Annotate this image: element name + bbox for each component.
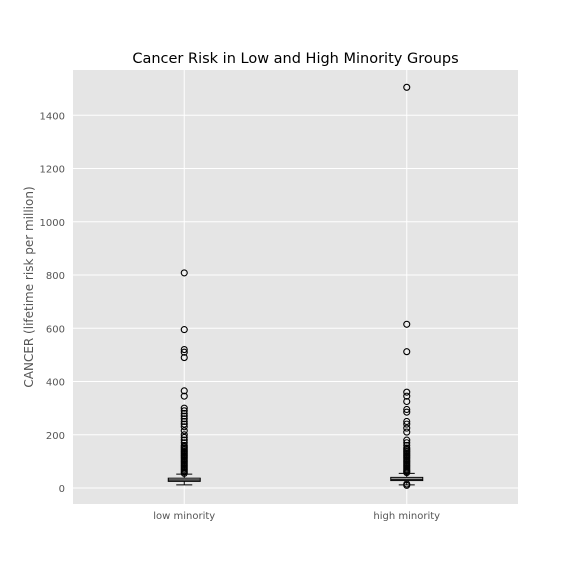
y-tick-label: 1400 — [40, 111, 65, 122]
y-tick-label: 800 — [46, 271, 65, 282]
outlier-point — [403, 405, 411, 414]
gridlines — [73, 70, 518, 504]
y-tick-label: 200 — [46, 431, 65, 442]
outlier-point — [180, 423, 188, 431]
outlier-point — [180, 420, 188, 428]
outlier-point — [403, 439, 411, 447]
outlier-point — [403, 83, 411, 91]
outlier-point — [180, 269, 188, 277]
y-tick-label: 1200 — [40, 165, 65, 176]
x-tick-label: low minority — [153, 511, 215, 522]
outlier-point — [403, 397, 411, 406]
x-tick-label: high minority — [373, 511, 440, 522]
outlier-point — [403, 392, 411, 400]
outlier-point — [180, 409, 188, 418]
outlier-point — [403, 424, 411, 432]
outlier-point — [403, 388, 411, 396]
box-low-minority — [167, 269, 201, 486]
outlier-point — [403, 436, 411, 444]
outlier-point — [180, 439, 188, 447]
plot-area-background — [73, 70, 518, 504]
outlier-point — [180, 417, 188, 426]
outlier-point — [180, 348, 188, 356]
outlier-point — [403, 320, 411, 328]
y-axis-label: CANCER (lifetime risk per million) — [22, 186, 36, 387]
outlier-point — [403, 408, 411, 416]
outlier-point — [180, 346, 188, 354]
outlier-point — [403, 417, 411, 426]
outlier-point — [403, 441, 411, 449]
y-tick-label: 600 — [46, 324, 65, 335]
y-tick-labels: 0 200 400 600 800 1000 1200 1400 — [40, 111, 65, 495]
outlier-point — [180, 412, 188, 420]
outlier-point — [403, 444, 411, 452]
x-tick-labels: low minority high minority — [153, 511, 440, 522]
outlier-point — [180, 431, 188, 439]
y-tick-label: 1000 — [40, 218, 65, 229]
outlier-point — [180, 427, 188, 435]
outlier-point — [180, 407, 188, 415]
outlier-point — [403, 428, 411, 436]
outlier-point — [180, 326, 188, 334]
outlier-point — [180, 354, 188, 362]
outlier-point — [403, 480, 411, 488]
outlier-point — [180, 387, 188, 395]
outlier-point — [180, 436, 188, 444]
outlier-point — [180, 433, 188, 441]
outlier-point — [403, 348, 411, 356]
y-tick-label: 0 — [59, 484, 65, 495]
outlier-point — [180, 441, 188, 449]
outlier-point — [180, 404, 188, 412]
y-tick-label: 400 — [46, 378, 65, 389]
chart-title: Cancer Risk in Low and High Minority Gro… — [132, 51, 458, 67]
outlier-point — [403, 420, 411, 428]
outlier-point — [180, 392, 188, 400]
box-series — [167, 83, 424, 489]
box-high-minority — [390, 83, 424, 489]
outlier-point — [180, 415, 188, 423]
